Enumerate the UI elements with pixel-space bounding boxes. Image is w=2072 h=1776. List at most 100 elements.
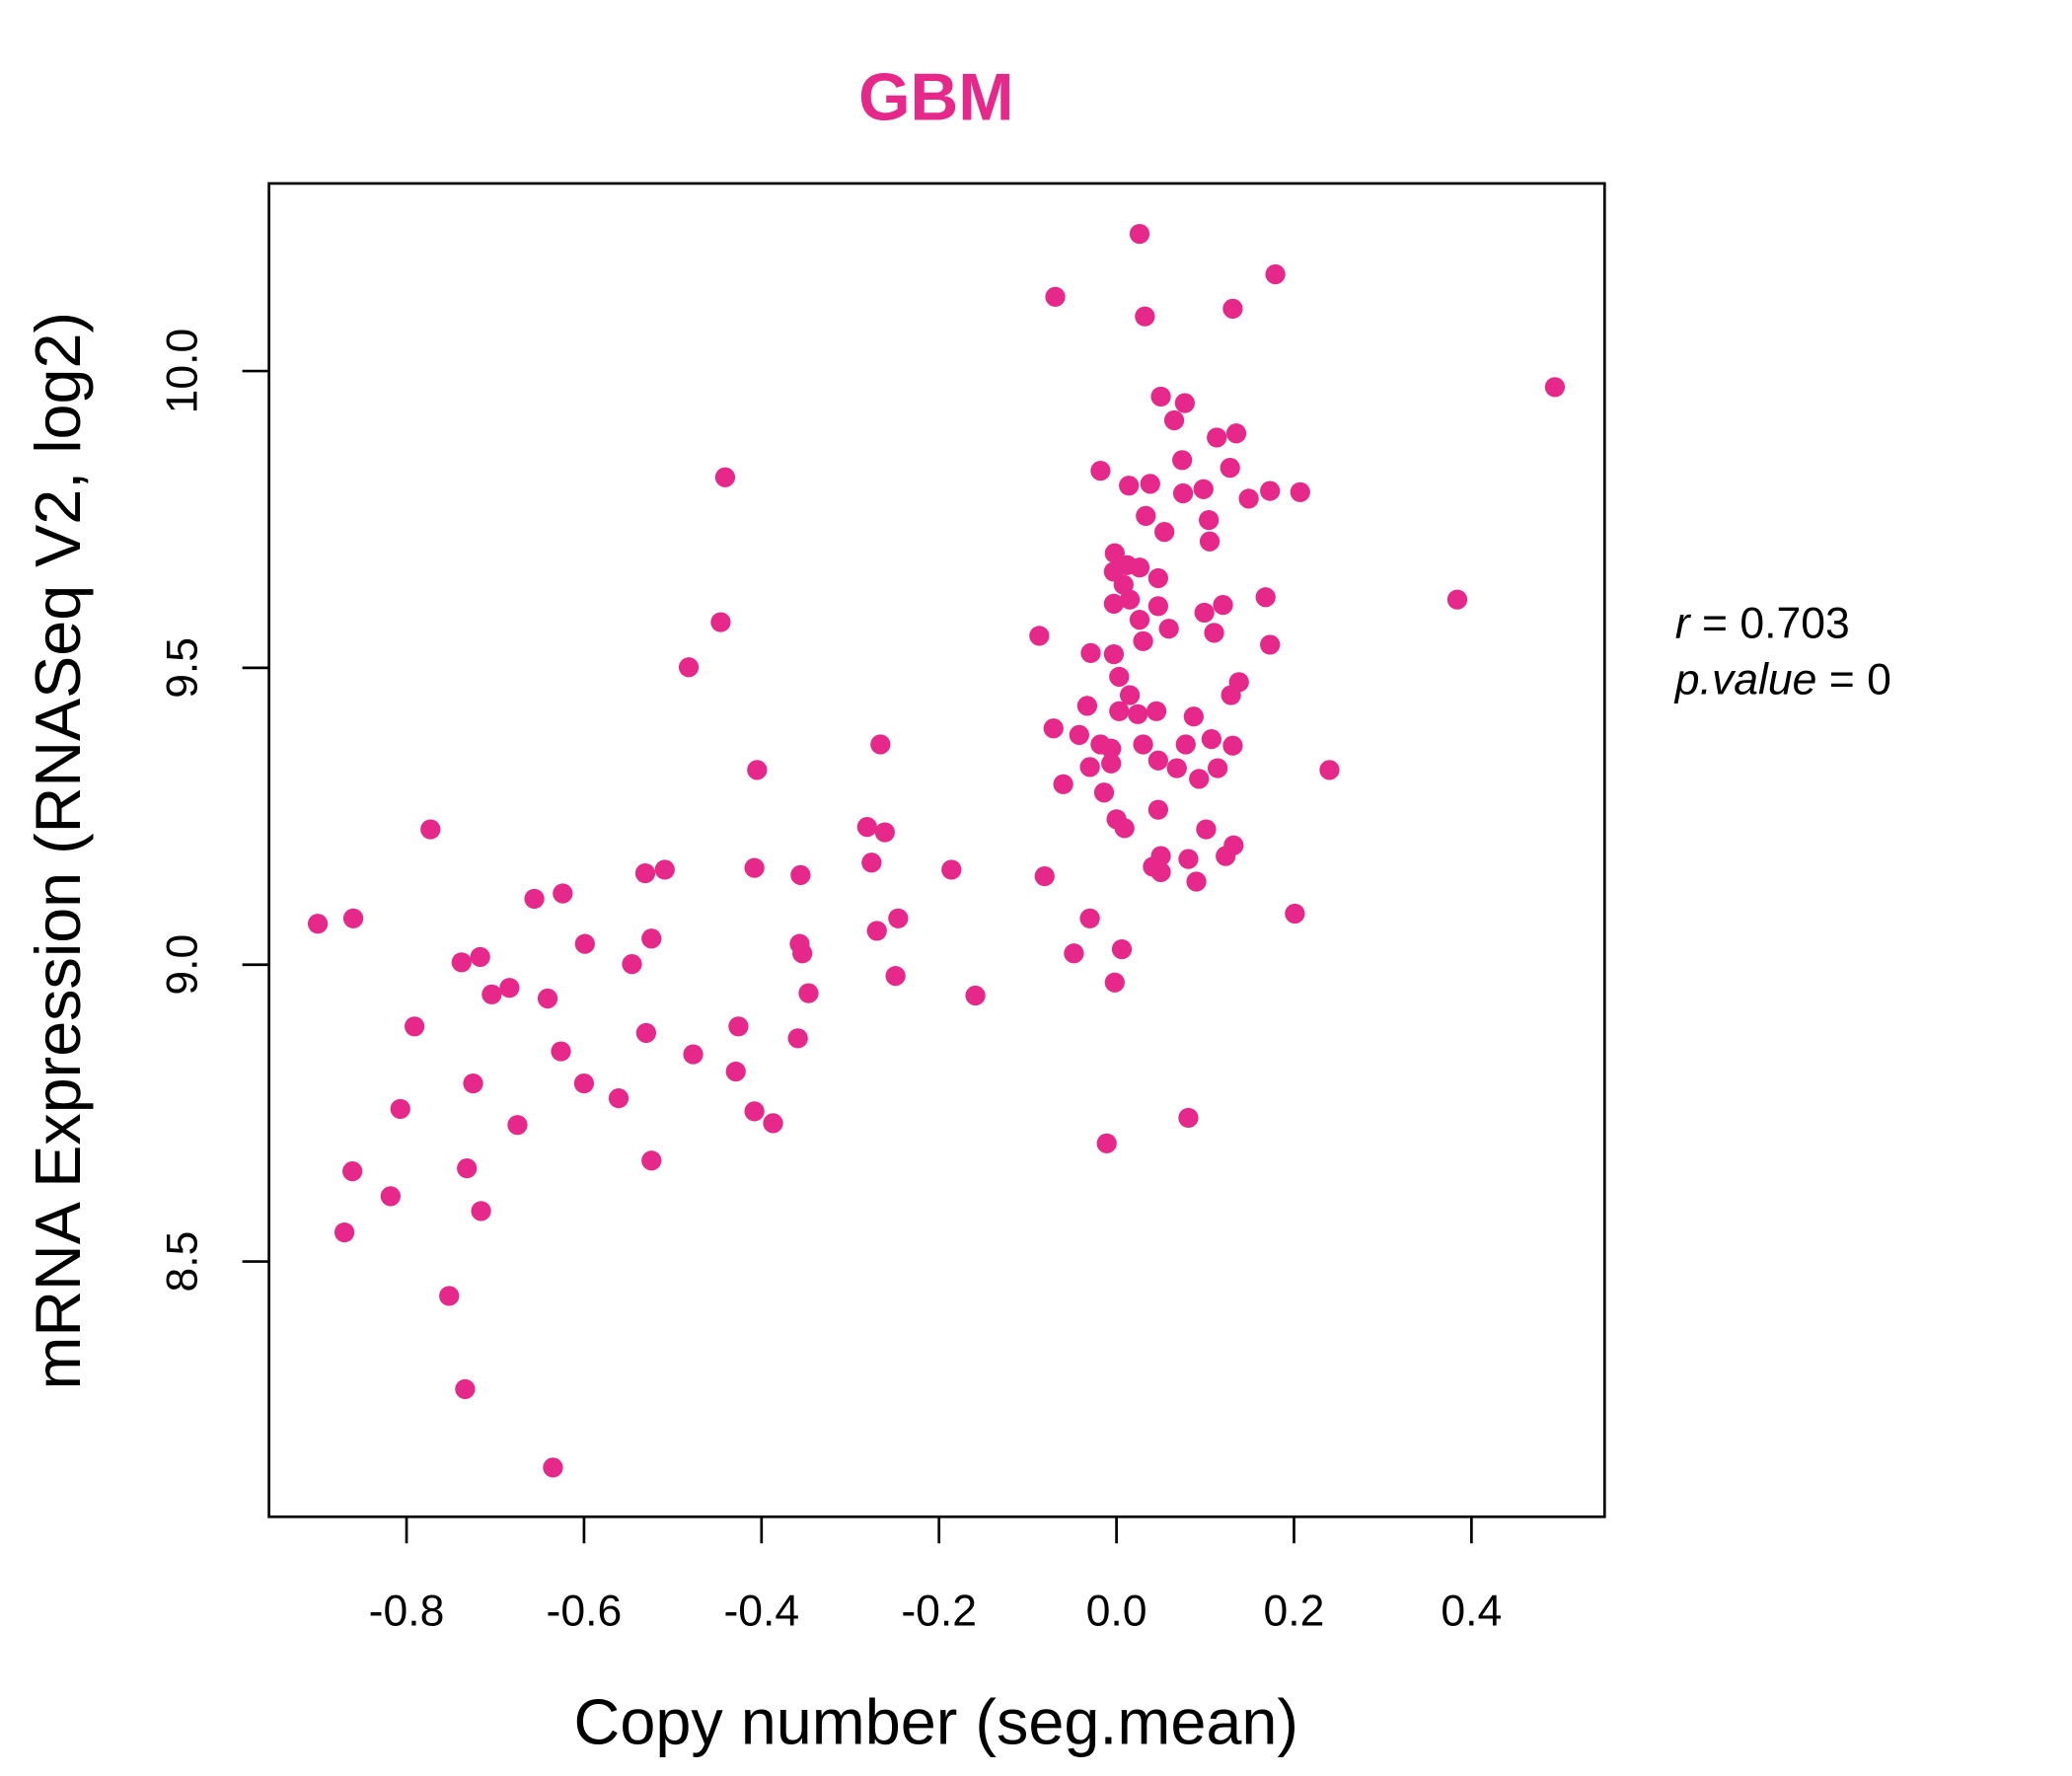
data-point [1255,587,1276,608]
data-point [634,862,656,884]
data-points [307,223,1566,1478]
data-point [622,954,642,975]
x-tick-label: 0.4 [1441,1588,1502,1636]
data-point [1096,1133,1117,1153]
data-point [1207,427,1227,448]
x-tick-label: -0.4 [723,1588,799,1636]
data-point [1213,595,1233,616]
data-point [1163,409,1185,431]
data-point [790,864,811,885]
data-point [1043,718,1064,739]
data-point [1101,753,1122,774]
data-point [457,1157,478,1179]
data-point [1129,223,1150,245]
data-point [1290,481,1310,502]
data-point [744,857,765,878]
data-point [888,908,909,928]
data-point [1260,634,1281,655]
data-point [608,1087,629,1109]
data-point [481,984,502,1004]
data-point [1158,619,1179,639]
data-point [451,952,472,973]
data-point [471,1201,491,1221]
data-point [455,1378,476,1400]
data-point [870,734,891,755]
data-point [1193,479,1214,499]
data-point [1178,1107,1199,1129]
data-point [1136,505,1156,526]
data-point [1222,735,1243,756]
data-point [1147,799,1168,820]
x-tick-label: -0.6 [547,1588,623,1636]
data-point [1150,846,1171,866]
data-point [439,1286,460,1306]
data-point [885,966,906,987]
data-point [1147,596,1168,617]
data-point [792,943,813,964]
x-tick-label: -0.8 [369,1588,445,1636]
data-point [1103,593,1125,615]
data-point [1166,758,1187,778]
data-point [1147,750,1168,771]
data-point [1223,835,1244,855]
data-point [1135,306,1155,327]
data-point [1544,377,1566,398]
data-point [1119,685,1141,705]
data-point [654,859,675,880]
data-point [1150,861,1171,882]
data-point [710,612,731,632]
y-tick-label: 8.5 [159,1231,207,1293]
data-point [1220,458,1240,479]
data-point [1178,849,1199,869]
data-point [574,933,595,954]
data-point [420,819,441,840]
data-point [1129,557,1150,578]
data-point [1079,757,1100,777]
data-point [573,1073,595,1094]
data-point [1228,672,1249,693]
data-point [333,1221,355,1243]
data-point [524,888,545,910]
y-tick-label: 9.0 [159,934,207,996]
data-point [763,1113,783,1134]
data-point [543,1457,563,1478]
data-point [1119,589,1141,610]
data-point [405,1016,425,1037]
data-point [861,852,882,873]
data-point [1175,734,1196,755]
data-point [728,1016,749,1037]
data-point [1053,774,1073,794]
data-point [1154,522,1175,543]
data-point [1104,972,1125,993]
data-point [1150,386,1171,407]
data-point [635,1022,657,1044]
data-point [1111,938,1133,960]
data-point [941,859,962,880]
data-point [866,921,887,941]
data-point [553,883,573,904]
data-point [1265,263,1286,285]
data-point [1093,782,1115,803]
data-point [1199,509,1220,531]
chart-title: GBM [858,60,1013,134]
data-point [1196,819,1217,840]
data-point [683,1044,703,1065]
data-point [1319,760,1340,780]
data-point [342,1160,363,1182]
y-tick-label: 9.5 [159,637,207,699]
data-point [1238,488,1259,509]
data-point [641,1150,662,1171]
data-point [874,822,895,843]
data-point [1109,666,1130,688]
p-label: p.value [1673,655,1817,703]
data-point [470,946,490,968]
data-point [1069,724,1089,745]
data-point [1129,610,1150,630]
data-point [1146,701,1167,721]
data-point [1090,461,1111,481]
data-point [1260,481,1281,501]
data-point [1034,865,1055,887]
data-point [499,978,520,999]
data-point [1079,908,1100,928]
